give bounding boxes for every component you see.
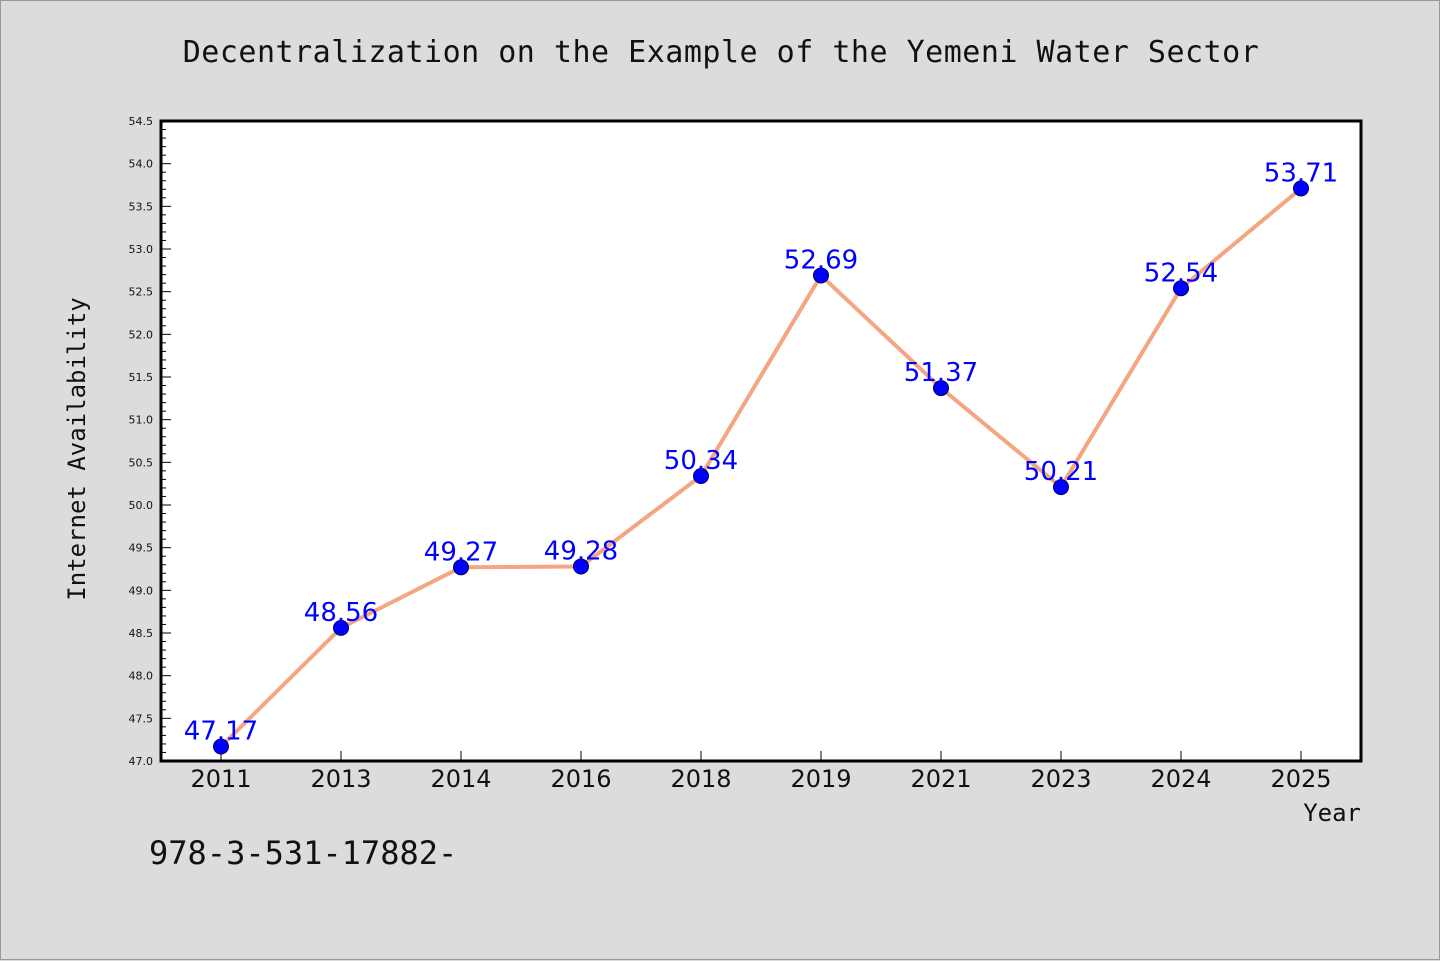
y-tick-label: 54.5 xyxy=(129,115,154,128)
plot-frame xyxy=(159,119,1363,763)
series-markers xyxy=(213,180,1309,755)
x-axis-title: Year xyxy=(1303,799,1361,827)
x-axis: 2011 2013 2014 2016 2018 2019 2021 2023 2024 2025 xyxy=(190,751,1332,793)
data-point xyxy=(1173,280,1189,297)
x-tick-label: 2025 xyxy=(1270,765,1331,793)
x-tick-label: 2013 xyxy=(310,765,371,793)
data-point xyxy=(573,558,589,575)
y-tick-label: 53.0 xyxy=(129,243,154,256)
data-labels: 47.17 48.56 49.27 49.28 50.34 52.69 51.37 50.21… xyxy=(184,158,1338,746)
data-point xyxy=(333,619,349,636)
footer-text: 978-3-531-17882- xyxy=(149,834,458,872)
y-tick-label: 51.5 xyxy=(129,371,154,384)
data-point xyxy=(933,380,949,397)
y-tick-label: 47.5 xyxy=(129,712,154,725)
y-tick-label: 54.0 xyxy=(129,158,154,171)
x-tick-label: 2011 xyxy=(190,765,251,793)
data-label: 49.27 xyxy=(424,537,498,567)
y-axis-title: Internet Availability xyxy=(63,297,91,600)
data-label: 48.56 xyxy=(304,598,378,628)
data-label: 51.37 xyxy=(904,358,978,388)
y-tick-label: 50.0 xyxy=(129,499,154,512)
y-tick-label: 47.0 xyxy=(129,755,154,768)
data-point xyxy=(813,267,829,284)
x-tick-label: 2018 xyxy=(670,765,731,793)
x-tick-label: 2024 xyxy=(1150,765,1211,793)
data-point xyxy=(1293,180,1309,197)
plot-area xyxy=(161,121,1361,761)
x-tick-label: 2016 xyxy=(550,765,611,793)
y-tick-label: 53.5 xyxy=(129,200,154,213)
x-tick-label: 2023 xyxy=(1030,765,1091,793)
y-tick-label: 51.0 xyxy=(129,414,154,427)
y-tick-label: 50.5 xyxy=(129,456,154,469)
data-label: 52.54 xyxy=(1144,258,1218,288)
x-tick-label: 2019 xyxy=(790,765,851,793)
data-point xyxy=(213,738,229,755)
data-label: 53.71 xyxy=(1264,158,1338,188)
data-point xyxy=(693,467,709,484)
series-line xyxy=(219,186,1303,748)
y-tick-label: 49.0 xyxy=(129,584,154,597)
y-tick-label: 48.0 xyxy=(129,670,154,683)
data-label: 47.17 xyxy=(184,716,258,746)
data-point xyxy=(453,559,469,576)
y-tick-label: 52.0 xyxy=(129,328,154,341)
y-tick-label: 48.5 xyxy=(129,627,154,640)
x-tick-label: 2014 xyxy=(430,765,491,793)
data-label: 50.34 xyxy=(664,446,738,476)
x-tick-label: 2021 xyxy=(910,765,971,793)
data-label: 52.69 xyxy=(784,245,858,275)
y-tick-label: 52.5 xyxy=(129,286,154,299)
data-label: 49.28 xyxy=(544,536,618,566)
y-tick-label: 49.5 xyxy=(129,542,154,555)
chart-title: Decentralization on the Example of the Y… xyxy=(182,35,1260,70)
y-axis: 47.0 47.5 48.0 48.5 49.0 49.5 50.0 50.5 51.0 51.5… xyxy=(129,115,171,768)
data-point xyxy=(1053,479,1069,496)
data-label: 50.21 xyxy=(1024,457,1098,487)
